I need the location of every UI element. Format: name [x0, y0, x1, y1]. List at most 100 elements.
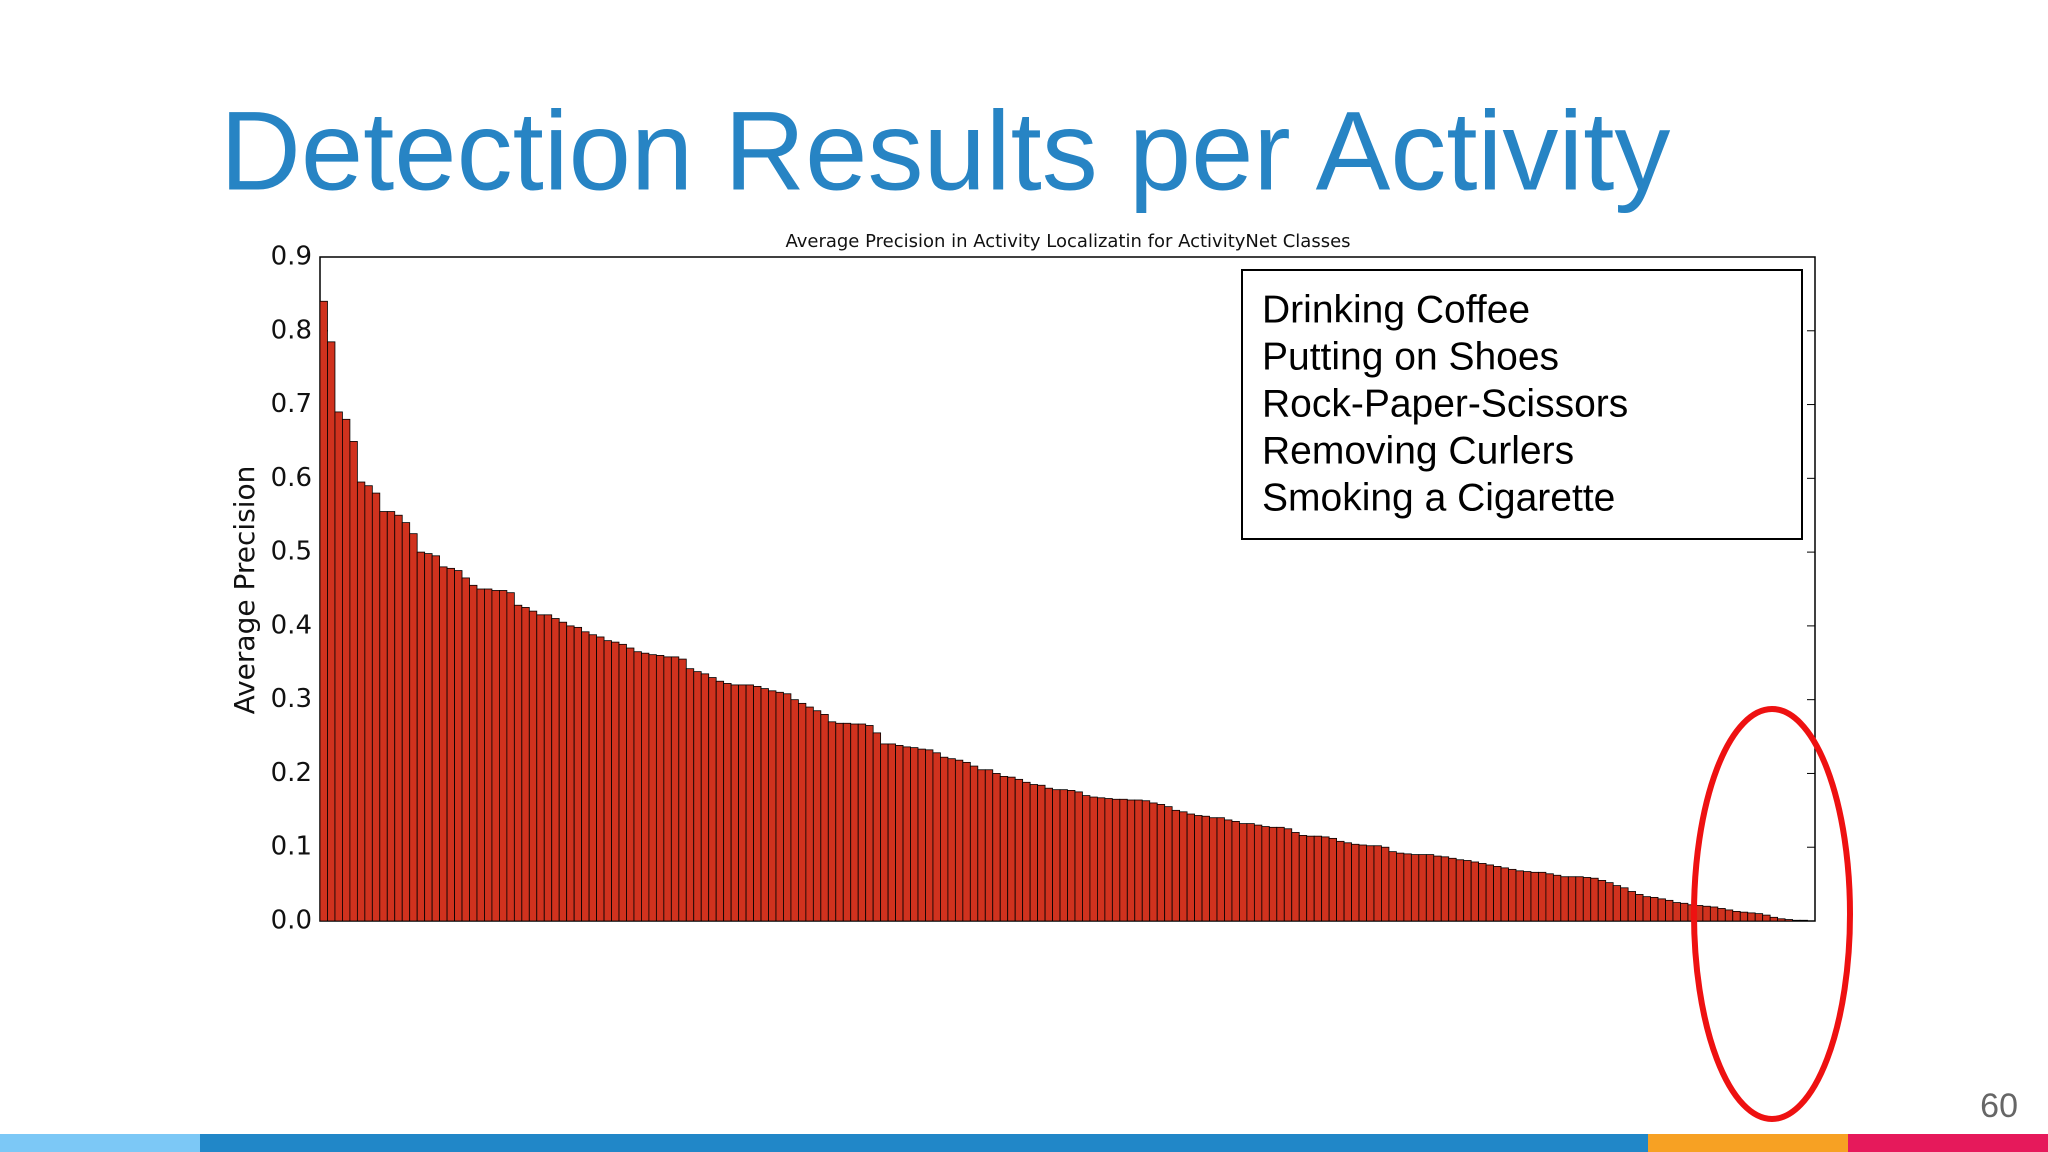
bar	[1097, 797, 1106, 922]
annotation-box	[1241, 269, 1803, 540]
footer-bar	[1648, 1134, 1848, 1152]
page-number: 60	[1980, 1087, 2018, 1125]
bar	[1754, 913, 1764, 922]
bar	[364, 485, 373, 922]
y-tick-label: 0.5	[271, 537, 312, 567]
y-axis-label: Average Precision	[228, 466, 261, 715]
bar	[1022, 781, 1031, 922]
bar	[1261, 826, 1270, 922]
bar	[1724, 909, 1734, 922]
bar	[1007, 776, 1016, 922]
bar	[745, 684, 754, 922]
bar	[827, 721, 837, 922]
bar	[1052, 789, 1061, 922]
bar	[1201, 815, 1210, 922]
bar	[1179, 811, 1188, 922]
bar	[588, 634, 597, 922]
bar	[1739, 911, 1749, 922]
bar	[1665, 899, 1674, 922]
y-tick-label: 0.6	[271, 463, 312, 493]
bar	[1156, 804, 1166, 922]
bar	[1769, 916, 1779, 922]
bar	[558, 621, 568, 922]
bar	[394, 514, 403, 922]
bar	[506, 592, 515, 922]
bar	[1321, 836, 1330, 922]
bar	[1403, 853, 1412, 922]
bar	[1171, 809, 1181, 922]
bar	[1239, 823, 1248, 922]
bar	[573, 626, 583, 922]
chart-title: Average Precision in Activity Localizati…	[785, 231, 1350, 252]
bar	[977, 769, 986, 922]
bar	[1560, 876, 1569, 922]
bar	[641, 652, 650, 922]
bar	[1455, 859, 1465, 922]
bar	[1627, 891, 1636, 922]
y-tick-label: 0.1	[271, 832, 312, 862]
bar	[371, 492, 381, 922]
y-tick-label: 0.0	[271, 906, 312, 936]
bar	[1612, 885, 1622, 922]
slide-title: Detection Results per Activity	[220, 89, 1670, 214]
footer-bar	[0, 1134, 200, 1152]
bar	[1141, 800, 1151, 922]
bar	[1082, 795, 1091, 922]
bar	[1508, 868, 1517, 922]
bar	[999, 775, 1009, 922]
bar	[1702, 905, 1711, 922]
footer-bar	[200, 1134, 1648, 1152]
bar	[783, 693, 792, 922]
bar	[416, 551, 426, 922]
bar	[1351, 843, 1360, 922]
bar	[655, 655, 665, 922]
bar	[319, 300, 328, 922]
bar	[663, 656, 672, 922]
bar	[469, 584, 478, 922]
bar	[1067, 790, 1076, 922]
y-tick-label: 0.9	[271, 242, 312, 272]
bar	[1784, 919, 1793, 922]
bar	[1328, 837, 1337, 922]
bar	[1313, 835, 1323, 922]
bar	[1216, 817, 1225, 922]
bar	[1336, 840, 1345, 922]
annotation-text: Rock-Paper-Scissors	[1262, 382, 1628, 425]
bar	[611, 641, 620, 922]
bar	[805, 706, 814, 922]
bar	[1381, 846, 1390, 922]
bar	[1194, 815, 1203, 922]
bar	[1298, 835, 1308, 922]
bar	[1515, 870, 1524, 922]
bar	[693, 671, 702, 922]
annotation-text: Putting on Shoes	[1262, 335, 1559, 378]
bar	[775, 691, 784, 922]
bar	[1224, 819, 1233, 922]
bar	[1597, 880, 1607, 922]
bar	[1538, 871, 1547, 922]
annotation-text: Drinking Coffee	[1262, 288, 1530, 331]
bar	[1253, 824, 1263, 922]
bar	[513, 604, 523, 922]
bar	[603, 640, 612, 922]
bar	[1209, 817, 1218, 922]
bar	[551, 618, 560, 922]
bar	[1291, 832, 1300, 922]
highlight-ellipse	[1691, 706, 1853, 1122]
bar	[424, 553, 433, 922]
bar	[902, 746, 911, 922]
bar	[1777, 918, 1786, 922]
bar	[1246, 823, 1255, 922]
bar	[708, 677, 717, 922]
bar	[1620, 887, 1629, 922]
bar	[626, 647, 635, 922]
bar	[954, 759, 964, 922]
bar	[461, 577, 470, 922]
bar	[1343, 842, 1352, 922]
bar	[1732, 911, 1741, 922]
bar	[753, 685, 762, 922]
bar	[962, 761, 971, 922]
bar	[1530, 871, 1539, 922]
bar	[491, 590, 500, 922]
bar	[1500, 867, 1509, 922]
